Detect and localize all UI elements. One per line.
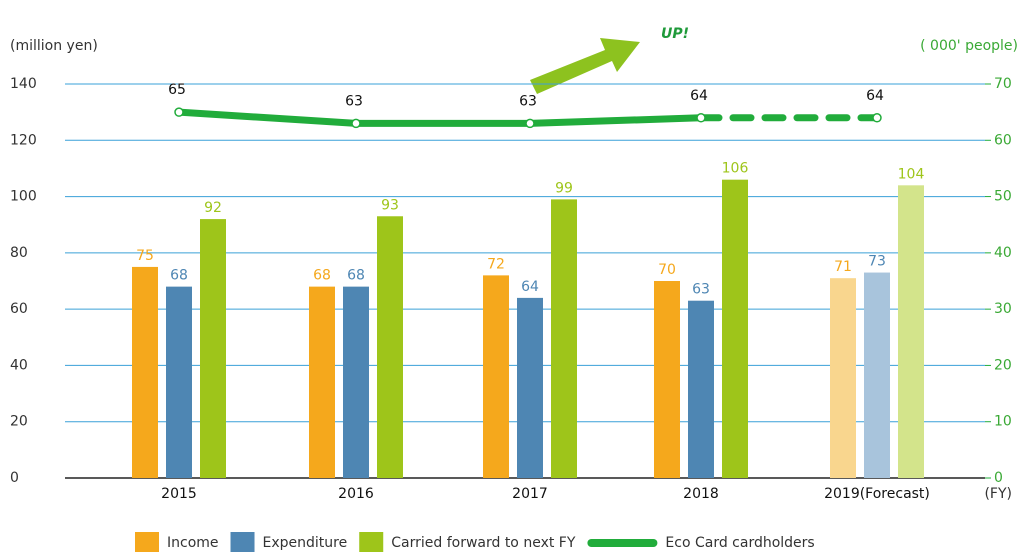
value-label: 71 bbox=[834, 259, 852, 275]
x-tick-label: 2019(Forecast) bbox=[824, 486, 930, 502]
y2-tick-label: 30 bbox=[994, 301, 1012, 317]
annotation: UP! bbox=[661, 26, 689, 42]
legend-swatch bbox=[359, 532, 384, 552]
y2-axis-label: ( 000' people) bbox=[920, 38, 1018, 54]
bar bbox=[864, 272, 890, 478]
line-point bbox=[174, 107, 184, 117]
value-label: 73 bbox=[868, 254, 886, 270]
line-point bbox=[872, 113, 882, 123]
value-label: 65 bbox=[168, 82, 186, 98]
legend-label: Eco Card cardholders bbox=[665, 535, 814, 551]
up-arrow bbox=[530, 38, 640, 94]
y-tick-label: 40 bbox=[10, 357, 28, 373]
bar bbox=[722, 179, 748, 478]
line-point bbox=[696, 113, 706, 123]
bar bbox=[483, 275, 509, 478]
legend-swatch bbox=[230, 532, 255, 552]
value-label: 75 bbox=[136, 248, 154, 264]
value-label: 63 bbox=[692, 282, 710, 298]
y-tick-label: 120 bbox=[10, 132, 37, 148]
value-label: 68 bbox=[347, 268, 365, 284]
bar bbox=[166, 286, 192, 478]
y-tick-label: 100 bbox=[10, 189, 37, 205]
y2-tick-label: 10 bbox=[994, 414, 1012, 430]
bar bbox=[377, 216, 403, 478]
value-label: 104 bbox=[898, 166, 925, 182]
bar bbox=[688, 300, 714, 478]
legend-swatch bbox=[135, 532, 159, 552]
bar bbox=[132, 266, 158, 478]
value-label: 93 bbox=[381, 197, 399, 213]
legend-label: Carried forward to next FY bbox=[391, 535, 576, 551]
x-tick-label: 2018 bbox=[683, 486, 719, 502]
value-label: 68 bbox=[170, 268, 188, 284]
y-tick-label: 0 bbox=[10, 470, 19, 486]
legend-label: Income bbox=[167, 535, 219, 551]
y2-tick-label: 40 bbox=[994, 245, 1012, 261]
x-tick-label: 2015 bbox=[161, 486, 197, 502]
x-tick-label: 2017 bbox=[512, 486, 548, 502]
line-point bbox=[351, 118, 361, 129]
x-axis-label: (FY) bbox=[984, 486, 1012, 502]
line-segment bbox=[175, 108, 705, 127]
x-tick-label: 2016 bbox=[338, 486, 374, 502]
bar bbox=[654, 281, 680, 478]
y2-tick-label: 50 bbox=[994, 189, 1012, 205]
y-tick-label: 60 bbox=[10, 301, 28, 317]
bar bbox=[830, 278, 856, 478]
bar bbox=[343, 286, 369, 478]
y2-tick-label: 0 bbox=[994, 470, 1003, 486]
y-tick-label: 20 bbox=[10, 414, 28, 430]
legend-label: Expenditure bbox=[263, 535, 348, 551]
value-label: 64 bbox=[521, 279, 539, 295]
value-label: 64 bbox=[690, 88, 708, 104]
y2-tick-label: 70 bbox=[994, 76, 1012, 92]
value-label: 99 bbox=[555, 180, 573, 196]
value-label: 63 bbox=[345, 93, 363, 109]
value-label: 70 bbox=[658, 262, 676, 278]
y-tick-label: 140 bbox=[10, 76, 37, 92]
bar bbox=[309, 286, 335, 478]
value-label: 106 bbox=[722, 161, 749, 177]
value-label: 92 bbox=[204, 200, 222, 216]
value-label: 63 bbox=[519, 93, 537, 109]
bar bbox=[200, 219, 226, 479]
bar bbox=[517, 297, 543, 478]
value-label: 72 bbox=[487, 256, 505, 272]
y-tick-label: 80 bbox=[10, 245, 28, 261]
bar bbox=[898, 185, 924, 479]
y-axis-label: (million yen) bbox=[10, 38, 98, 54]
value-label: 64 bbox=[866, 88, 884, 104]
value-label: 68 bbox=[313, 268, 331, 284]
y2-tick-label: 20 bbox=[994, 357, 1012, 373]
y2-tick-label: 60 bbox=[994, 132, 1012, 148]
line-point bbox=[525, 118, 535, 129]
bar bbox=[551, 199, 577, 478]
